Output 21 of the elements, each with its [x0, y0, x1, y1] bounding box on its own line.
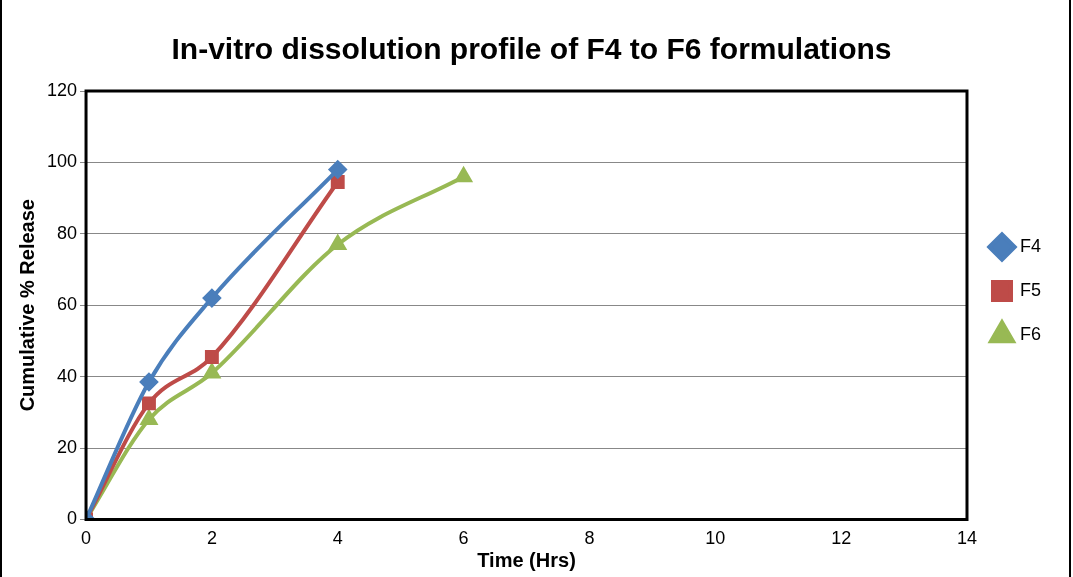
x-tick-label: 4: [332, 528, 343, 549]
y-tick-label: 100: [46, 151, 78, 172]
y-tick-label: 40: [57, 365, 78, 386]
x-tick-label: 8: [584, 528, 595, 549]
y-tick-label: 20: [57, 436, 78, 457]
y-tick-label: 0: [67, 508, 78, 529]
y-axis-title: Cumulative % Release: [15, 199, 38, 412]
legend-label: F4: [1019, 235, 1042, 256]
x-tick-label: 6: [458, 528, 469, 549]
y-tick-label: 80: [57, 222, 78, 243]
legend-label: F6: [1019, 323, 1042, 344]
x-tick-label: 2: [206, 528, 217, 549]
x-tick-label: 0: [81, 528, 92, 549]
y-tick-label: 120: [46, 79, 78, 100]
chart-title: In-vitro dissolution profile of F4 to F6 formulations: [171, 32, 892, 66]
x-tick-label: 10: [705, 528, 726, 549]
y-tick-label: 60: [57, 294, 78, 315]
x-tick-label: 12: [831, 528, 852, 549]
x-axis-title: Time (Hrs): [477, 548, 576, 571]
legend-label: F5: [1019, 279, 1042, 300]
x-tick-label: 14: [956, 528, 978, 549]
